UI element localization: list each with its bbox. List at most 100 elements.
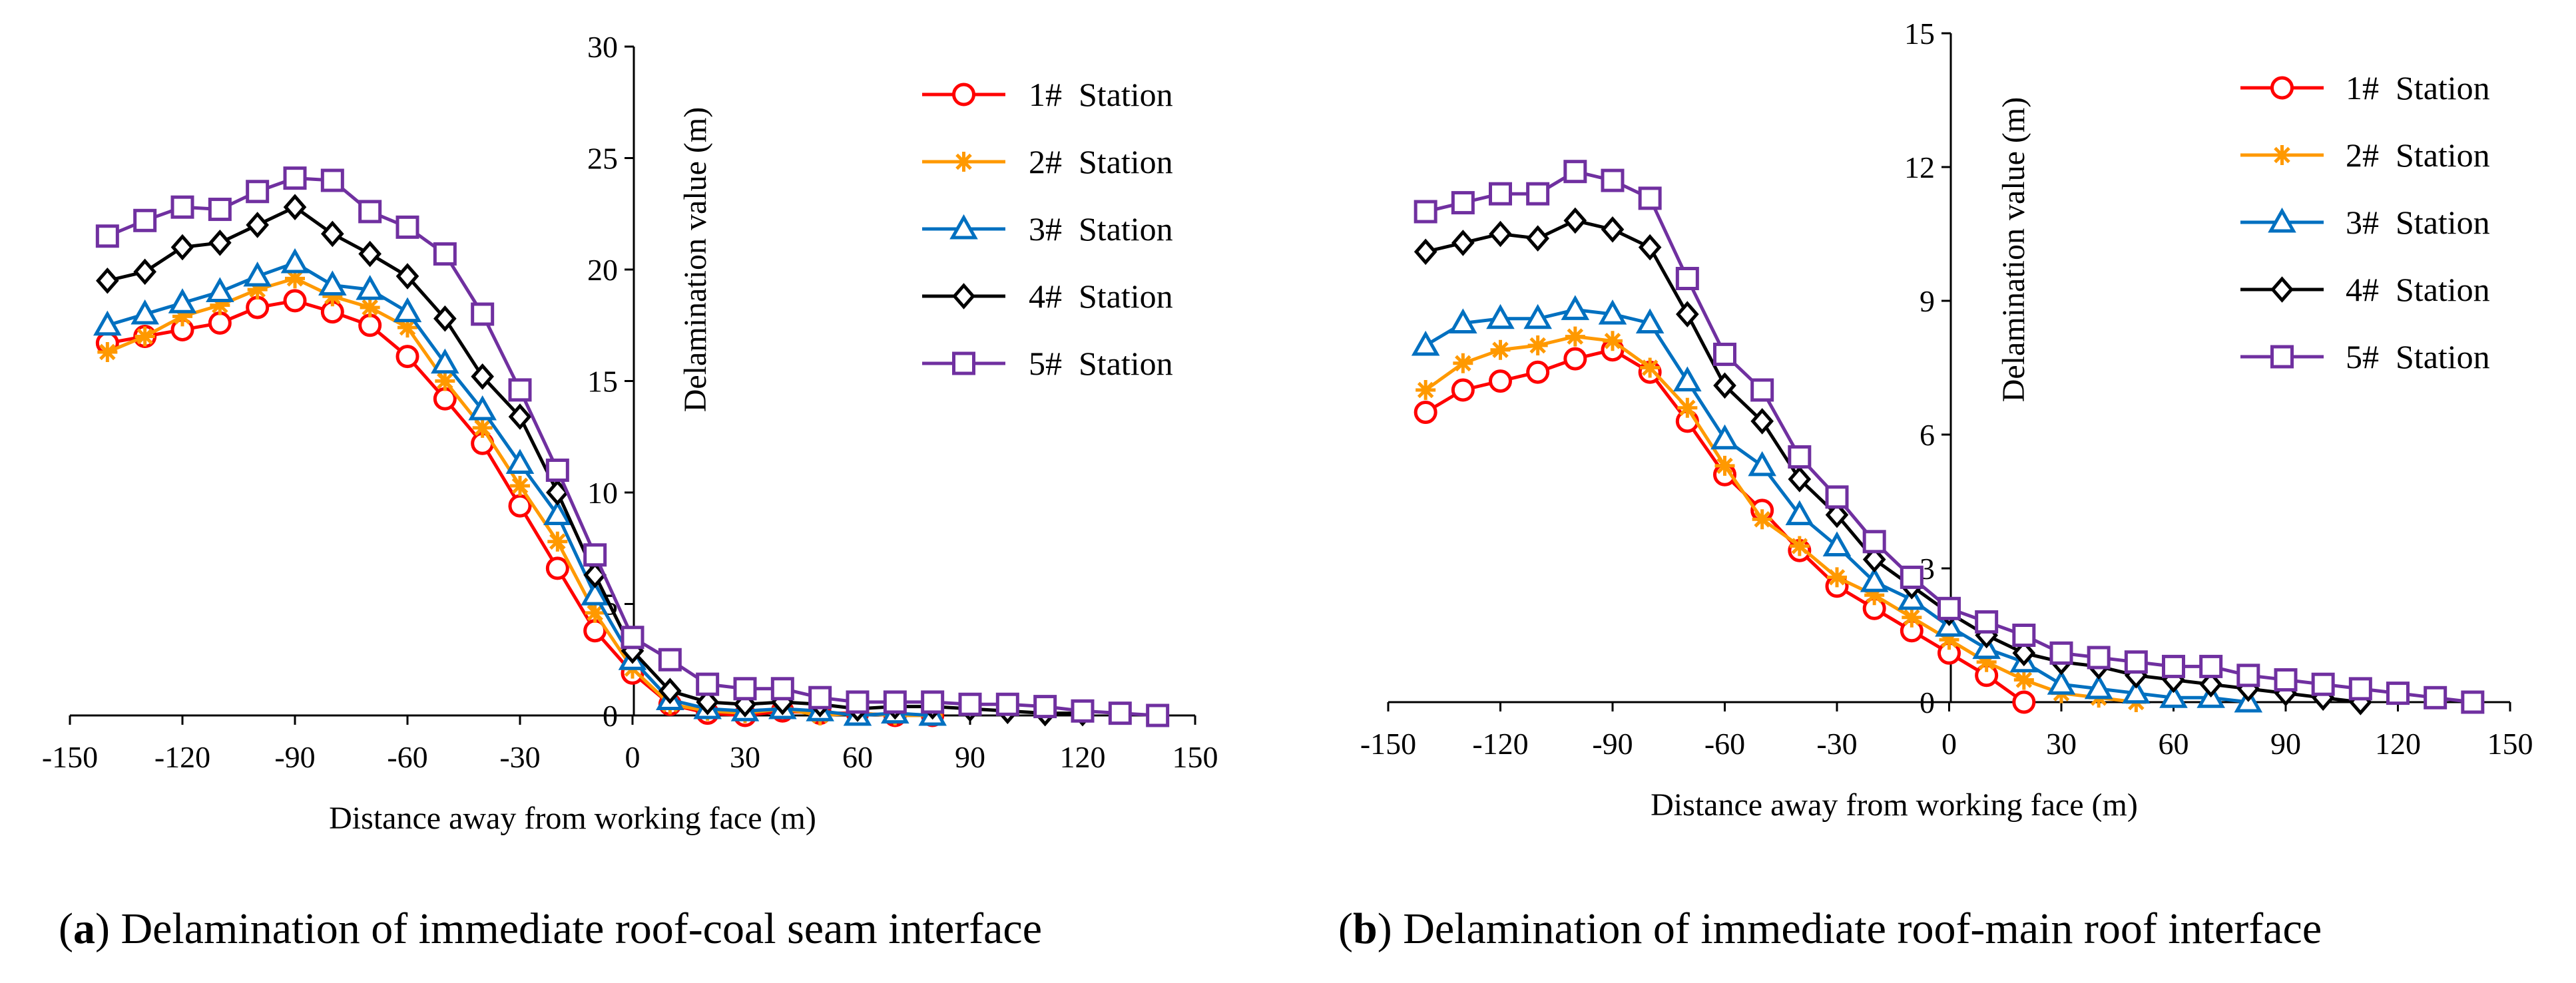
chart-b-series-5-point <box>2049 641 2073 665</box>
chart-b-legend-marker <box>2268 207 2296 233</box>
chart-a-series-5-point <box>770 677 794 701</box>
chart-b-series-2-point <box>1453 353 1473 373</box>
chart-a-series-5-point <box>621 626 644 650</box>
chart-a-series-3-point <box>280 248 310 274</box>
chart-b-legend-marker <box>2272 145 2292 165</box>
chart-b-series-5-point <box>2012 624 2036 647</box>
chart-a-series-5-point <box>395 215 419 239</box>
chart-b-series-5-point <box>1825 485 1849 509</box>
chart-b-series-1-point <box>1563 347 1587 371</box>
chart-b-x-tick-label: -120 <box>1472 727 1528 761</box>
chart-a-series-4-point <box>283 194 307 220</box>
chart-a-series-3-point <box>168 288 197 313</box>
chart-b-series-2-point <box>1714 455 1735 476</box>
chart-b-series-3-point <box>1635 308 1665 333</box>
chart-a-series-4-point <box>170 234 194 261</box>
chart-b-series-5-point <box>1451 191 1475 215</box>
chart-a-series-4-point <box>433 305 457 332</box>
chart-b-series-4-point <box>1601 216 1625 243</box>
chart-a-series-5-point <box>1033 695 1057 719</box>
chart-b-series-2-point <box>1416 380 1436 400</box>
chart-b-series-5-point <box>1713 342 1736 366</box>
chart-b-series-3-point <box>1486 303 1515 329</box>
chart-b-series-5-point <box>2386 682 2410 705</box>
chart-b-series-5 <box>1414 160 2485 714</box>
chart-a-legend-marker <box>952 283 975 309</box>
chart-b-series-5-point <box>1750 378 1774 402</box>
chart-b-x-tick-label: -90 <box>1592 727 1633 761</box>
chart-b-series-5-point <box>2424 686 2447 709</box>
chart-b-series-5-point <box>1788 445 1812 469</box>
chart-b-series-3-point <box>2047 670 2076 695</box>
chart-a-series-3-point <box>543 500 572 525</box>
chart-b-series-2-point <box>1565 326 1585 347</box>
chart-b-series-3-point <box>1561 295 1590 320</box>
chart-a-series-5-point <box>1146 703 1170 727</box>
chart-b-series-4-point <box>1825 501 1849 528</box>
chart-b-series-5-point <box>1638 186 1662 210</box>
chart-b-series-4-point <box>1563 207 1587 234</box>
chart-a-series-2-point <box>360 297 380 317</box>
chart-a-series-4-point <box>133 258 156 286</box>
chart-b-y-axis-label: Delamination value (m) <box>1996 97 2031 403</box>
chart-a-y-axis-label: Delamination value (m) <box>678 107 713 413</box>
chart-b-series-5-point <box>2199 654 2223 678</box>
chart-a-series-2-point <box>322 286 343 307</box>
chart-a-series-5-point <box>958 692 982 716</box>
chart-a-x-tick-label: -60 <box>387 740 427 774</box>
chart-a-legend-label: 3# Station <box>1029 210 1173 248</box>
chart-a-legend-label: 1# Station <box>1029 76 1173 113</box>
chart-b-series-5-point <box>2461 690 2485 714</box>
chart-a-series-2-point <box>435 371 455 391</box>
chart-a-series-3-point <box>243 261 272 287</box>
chart-b-series-2-point <box>1789 536 1810 556</box>
chart-a-legend-entry-1: 1# Station <box>922 76 1173 113</box>
chart-a-series-2-point <box>547 531 568 552</box>
chart-b-legend-entry-5: 5# Station <box>2240 338 2490 375</box>
chart-b-series-4-point <box>2012 640 2036 667</box>
chart-b-series-3-point <box>1860 567 1889 592</box>
chart-b-series-4-point <box>1713 372 1736 399</box>
chart-b-series-2-point <box>1527 335 1548 355</box>
chart-b-legend-marker <box>2270 276 2294 303</box>
chart-a-y-tick-label: 15 <box>587 365 618 399</box>
chart-b-series-5-point <box>2087 646 2111 670</box>
chart-a-series-2-point <box>585 602 605 623</box>
chart-a-series-5-point <box>170 195 194 219</box>
chart-a-series-3-point <box>356 275 384 300</box>
chart-a-series-2-point <box>97 341 118 362</box>
chart-a-series-4-point <box>696 689 719 715</box>
chart-b-series-2-point <box>1902 607 1922 628</box>
chart-b-x-tick-label: 0 <box>1941 727 1957 761</box>
chart-b-series-2-point <box>1939 630 1959 650</box>
chart-a-y-tick-label: 20 <box>587 253 618 287</box>
chart-a-series-5-point <box>995 692 1019 716</box>
chart-a-series-4-point <box>321 220 344 248</box>
chart-a-series-2-point <box>510 475 530 496</box>
chart-a-series-3-point <box>468 395 497 421</box>
chart-a-series-1-point <box>545 556 569 580</box>
chart-b-series-4-point <box>2199 671 2222 697</box>
chart-b-x-tick-label: -60 <box>1704 727 1745 761</box>
chart-b-series-2-point <box>1976 652 1997 672</box>
chart-a-series-5-point <box>921 690 945 714</box>
chart-b-series-2-point <box>1827 567 1847 588</box>
chart-a-series-5-point <box>658 648 682 672</box>
chart-b-y-tick-label: 9 <box>1920 284 1935 318</box>
chart-b-series-1-point <box>2012 690 2036 714</box>
chart-b-legend-entry-2: 2# Station <box>2240 136 2490 174</box>
chart-b-y-tick-label: 15 <box>1904 17 1935 51</box>
chart-b-series-3-point <box>1449 308 1477 333</box>
chart-b-series-2-point <box>1640 357 1661 378</box>
chart-a-x-tick-label: -150 <box>42 740 98 774</box>
chart-b-legend-label: 5# Station <box>2346 338 2490 375</box>
chart-a-series-5-point <box>808 686 832 709</box>
chart-a-series-5-point <box>358 200 382 224</box>
caption-b-text: Delamination of immediate roof-main roof… <box>1403 904 2322 953</box>
chart-b: -150 -120 -90 -60 -30 0 30 60 90 120 15003691215Di… <box>1360 17 2533 823</box>
chart-a-series-1-point <box>208 311 232 335</box>
chart-a-series-2-point <box>285 268 305 289</box>
chart-a-legend-marker <box>953 152 974 172</box>
chart-b-series-5-point <box>1937 596 1961 620</box>
